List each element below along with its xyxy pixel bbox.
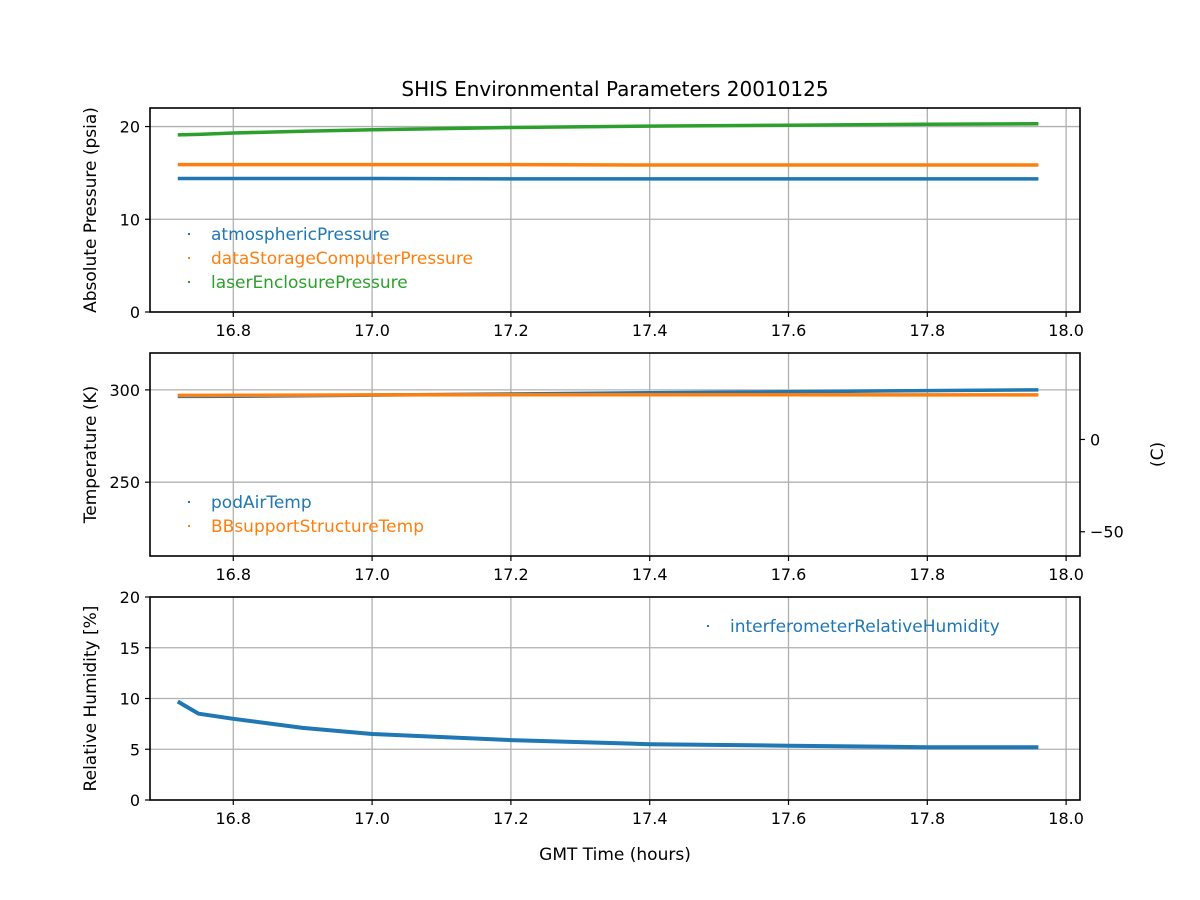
y-tick-label: 10	[120, 690, 140, 709]
legend-marker	[188, 525, 190, 527]
x-tick-label: 16.8	[215, 809, 251, 828]
y-tick-label: 250	[109, 473, 140, 492]
panel-1: 16.8 17.0 17.2 17.4 17.6 17.8 18.0 0 10 20 Absolut…	[81, 107, 1084, 340]
y-tick-label: 0	[130, 303, 140, 322]
panel-3: 16.8 17.0 17.2 17.4 17.6 17.8 18.0 0 5 10 15 20 Rela…	[81, 588, 1084, 865]
legend-label: dataStorageComputerPressure	[211, 249, 473, 269]
y-axis-label: Relative Humidity [%]	[81, 606, 101, 792]
y-tick-label: 20	[120, 118, 140, 137]
x-tick-label: 17.0	[354, 809, 390, 828]
legend-marker	[188, 281, 190, 283]
y-axis-label: Temperature (K)	[81, 386, 101, 525]
legend-marker	[188, 233, 190, 235]
legend-label: podAirTemp	[211, 493, 312, 513]
x-tick-label: 17.6	[771, 565, 807, 584]
x-tick-label: 17.4	[632, 809, 668, 828]
y-tick-label: 20	[120, 588, 140, 607]
y-axis-label: Absolute Pressure (psia)	[81, 107, 101, 313]
axes-frame	[149, 107, 1081, 313]
x-tick-label: 17.6	[771, 809, 807, 828]
legend-label: interferometerRelativeHumidity	[730, 617, 1000, 637]
x-tick-label: 18.0	[1048, 809, 1084, 828]
x-axis-label: GMT Time (hours)	[539, 845, 691, 865]
x-tick-label: 17.8	[910, 565, 946, 584]
x-tick-label: 17.4	[632, 565, 668, 584]
y-tick-label: 5	[130, 740, 140, 759]
x-tick-label: 17.0	[354, 321, 390, 340]
legend: podAirTemp BBsupportStructureTemp	[188, 493, 424, 537]
x-tick-label: 17.8	[910, 809, 946, 828]
x-tick-label: 17.2	[493, 809, 529, 828]
legend: atmosphericPressure dataStorageComputerPr…	[188, 225, 473, 293]
axes-frame	[149, 352, 1081, 557]
y-tick-label: 10	[120, 210, 140, 229]
legend-label: atmosphericPressure	[211, 225, 390, 245]
x-tick-label: 16.8	[215, 321, 251, 340]
series-BBsupportStructureTemp	[177, 392, 1039, 398]
x-tick-label: 17.8	[910, 321, 946, 340]
x-tick-label: 17.6	[771, 321, 807, 340]
series-laserEnclosurePressure	[177, 122, 1039, 137]
y-tick-label: 300	[109, 381, 140, 400]
legend-marker	[707, 625, 709, 627]
y-tick-label: 0	[130, 791, 140, 810]
chart-title: SHIS Environmental Parameters 20010125	[401, 77, 828, 101]
y2-tick-label: 0	[1090, 430, 1100, 449]
x-tick-label: 17.0	[354, 565, 390, 584]
panel-2: 16.8 17.0 17.2 17.4 17.6 17.8 18.0 250 300 0 −50 (C…	[81, 352, 1168, 584]
y2-tick-label: −50	[1090, 523, 1124, 542]
legend-marker	[188, 257, 190, 259]
x-tick-label: 17.2	[493, 321, 529, 340]
series-interferometerRelativeHumidity	[176, 699, 1039, 750]
legend: interferometerRelativeHumidity	[707, 617, 1000, 637]
axes-frame	[149, 596, 1081, 801]
x-tick-label: 17.4	[632, 321, 668, 340]
x-tick-label: 17.2	[493, 565, 529, 584]
y-tick-label: 15	[120, 639, 140, 658]
legend-marker	[188, 501, 190, 503]
y2-axis-label: (C)	[1148, 442, 1168, 467]
x-tick-label: 16.8	[215, 565, 251, 584]
legend-label: BBsupportStructureTemp	[211, 517, 424, 537]
legend-label: laserEnclosurePressure	[211, 273, 408, 293]
x-tick-label: 18.0	[1048, 565, 1084, 584]
x-tick-label: 18.0	[1048, 321, 1084, 340]
